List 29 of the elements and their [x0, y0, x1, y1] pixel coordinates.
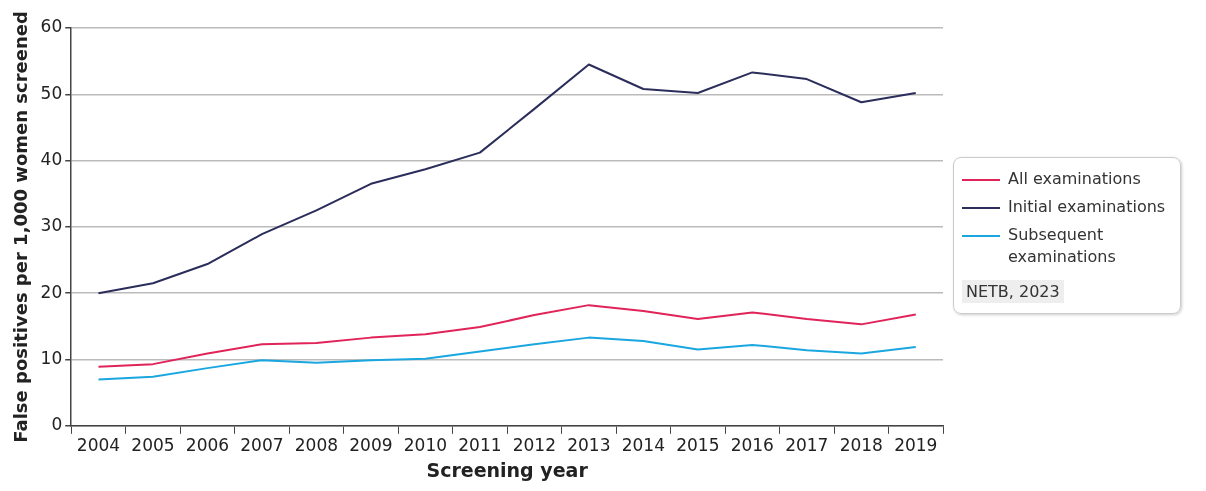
x-tick-label: 2016: [730, 435, 774, 456]
x-tick-label: 2019: [894, 435, 938, 456]
y-tick-label: 50: [40, 82, 63, 103]
y-tick-label: 60: [40, 16, 63, 37]
x-axis-title: Screening year: [426, 458, 589, 481]
x-tick-label: 2014: [621, 435, 665, 456]
x-tick-label: 2010: [403, 435, 448, 456]
x-tick-label: 2011: [458, 435, 502, 456]
x-tick-label: 2012: [512, 435, 556, 456]
y-tick-label: 10: [40, 347, 63, 368]
y-tick-label: 0: [51, 414, 63, 435]
x-tick-label: 2017: [785, 435, 829, 456]
x-tick-label: 2015: [676, 435, 720, 456]
x-tick-label: 2009: [349, 435, 393, 456]
x-tick-label: 2008: [294, 435, 339, 456]
x-tick-label: 2004: [76, 435, 121, 456]
x-tick-label: 2006: [185, 435, 230, 456]
y-tick-label: 40: [40, 149, 63, 170]
legend-label: All examinations: [1008, 168, 1141, 190]
x-tick-label: 2013: [567, 435, 611, 456]
y-tick-label: 30: [40, 215, 63, 236]
x-tick-label: 2018: [839, 435, 883, 456]
text: NETB, 2023: [962, 280, 1064, 303]
legend-label: Subsequent examinations: [1008, 224, 1117, 268]
x-tick-label: 2007: [240, 435, 284, 456]
legend-label: Initial examinations: [1008, 196, 1166, 218]
y-tick-label: 20: [40, 281, 63, 302]
x-tick-label: 2005: [131, 435, 175, 456]
y-axis-title: False positives per 1,000 women screened: [10, 11, 32, 443]
